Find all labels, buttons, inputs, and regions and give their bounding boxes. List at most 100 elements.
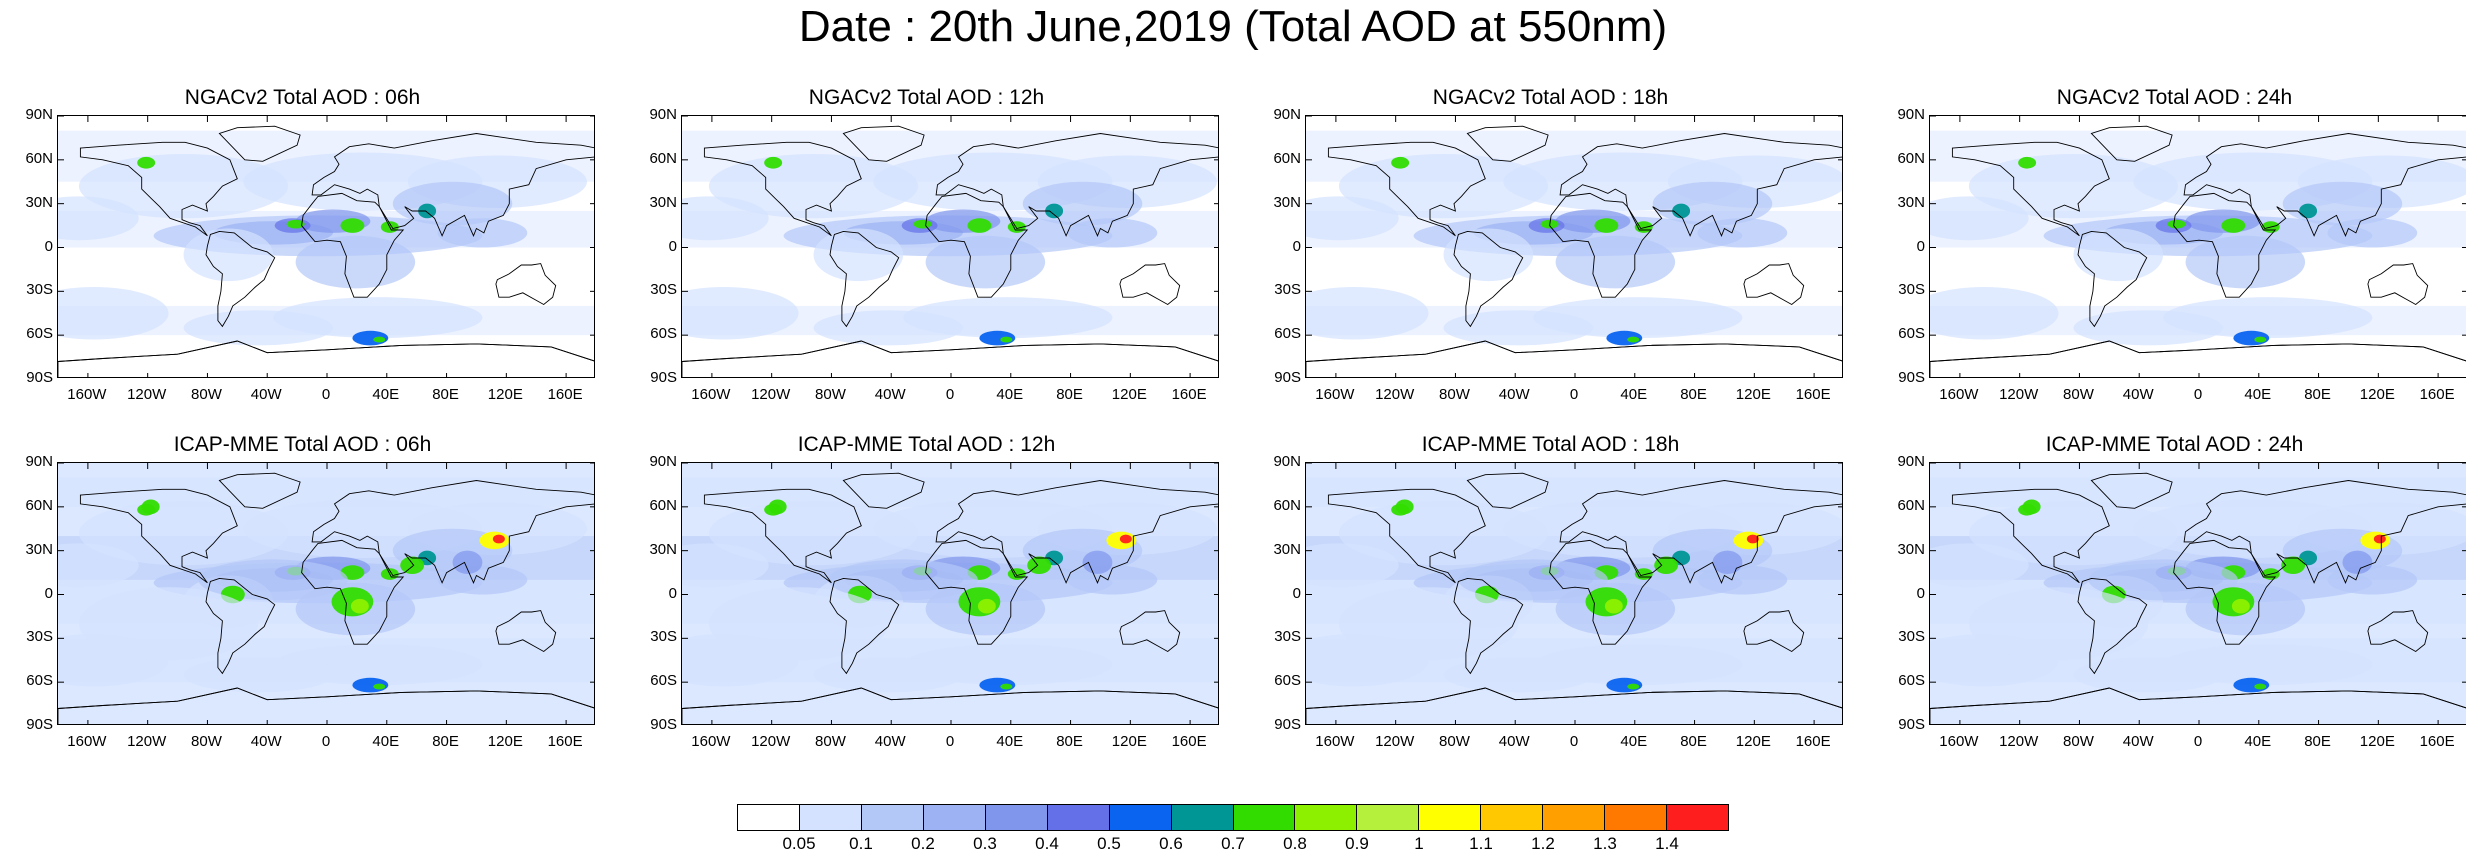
aod-map (1305, 115, 1843, 378)
longitude-tick-label: 40W (2122, 386, 2154, 403)
latitude-tick-label: 0 (44, 584, 53, 602)
map-panel: ICAP-MME Total AOD : 12h 90N 60N 30N 0 30S 60S… (634, 433, 1219, 750)
longitude-tick-label: 0 (2193, 386, 2203, 403)
colorbar-tick-label: 0.1 (849, 834, 873, 853)
latitude-tick-label: 60N (1273, 149, 1301, 167)
latitude-tick-label: 30N (1273, 193, 1301, 211)
colorbar-tick-label: 1.3 (1593, 834, 1617, 853)
longitude-tick-label: 120E (2359, 733, 2395, 750)
longitude-tick-label: 120E (2359, 386, 2395, 403)
colorbar-swatch (1419, 805, 1482, 830)
longitude-tick-label: 80E (2304, 733, 2331, 750)
latitude-tick-label: 90S (26, 369, 53, 386)
colorbar-tick-label: 0.9 (1345, 834, 1369, 853)
colorbar-swatch (1109, 805, 1172, 830)
longitude-tick-label: 80E (1056, 733, 1083, 750)
latitude-tick-label: 0 (1916, 237, 1925, 255)
latitude-tick-label: 60N (25, 496, 53, 514)
longitude-tick-label: 80E (1056, 386, 1083, 403)
latitude-tick-label: 30N (1897, 540, 1925, 558)
longitude-tick-label: 160W (67, 386, 107, 403)
longitude-tick-label: 40E (996, 733, 1024, 750)
colorbar-tick-label: 0.4 (1035, 834, 1059, 853)
panel-title: NGACv2 Total AOD : 12h (808, 86, 1045, 109)
longitude-tick-label: 80W (815, 386, 846, 403)
latitude-tick-label: 90S (26, 716, 53, 733)
colorbar-tick-label: 1.1 (1469, 834, 1493, 853)
latitude-tick-label: 60N (25, 149, 53, 167)
longitude-tick-label: 40E (2244, 733, 2272, 750)
latitude-tick-label: 0 (668, 584, 677, 602)
longitude-tick-label: 40W (1498, 386, 1530, 403)
longitude-tick-label: 160W (1939, 386, 1979, 403)
map-panel: NGACv2 Total AOD : 12h 90N 60N 30N 0 30S 60S 90… (634, 86, 1219, 403)
latitude-tick-label: 90S (1274, 716, 1301, 733)
latitude-tick-label: 60N (1897, 149, 1925, 167)
latitude-tick-label: 60S (1274, 325, 1301, 343)
longitude-tick-label: 40E (1620, 733, 1648, 750)
longitude-tick-label: 80W (1439, 733, 1470, 750)
latitude-tick-label: 0 (1292, 584, 1301, 602)
longitude-tick-label: 0 (321, 386, 331, 403)
colorbar-tick-label: 1 (1414, 834, 1424, 853)
longitude-tick-label: 120E (1111, 733, 1147, 750)
longitude-tick-label: 80W (191, 386, 222, 403)
latitude-tick-label: 90S (1274, 369, 1301, 386)
longitude-tick-label: 120E (487, 733, 523, 750)
latitude-tick-label: 90N (25, 106, 53, 123)
longitude-tick-label: 40E (2244, 386, 2272, 403)
aod-map (681, 115, 1219, 378)
latitude-tick-label: 60S (1898, 325, 1925, 343)
map-panel: NGACv2 Total AOD : 06h 90N 60N 30N 0 30S 60S 90… (10, 86, 595, 403)
latitude-tick-label: 90N (25, 453, 53, 470)
colorbar-swatch (1481, 805, 1544, 830)
longitude-tick-label: 160W (67, 733, 107, 750)
latitude-tick-label: 90S (1898, 369, 1925, 386)
longitude-tick-label: 0 (945, 386, 955, 403)
longitude-tick-label: 120W (1999, 733, 2039, 750)
latitude-tick-label: 30S (650, 628, 677, 646)
longitude-tick-label: 0 (321, 733, 331, 750)
longitude-tick-label: 160E (547, 733, 583, 750)
colorbar-swatch (1667, 805, 1728, 830)
longitude-tick-label: 160E (1795, 386, 1831, 403)
panel-title: ICAP-MME Total AOD : 18h (1421, 433, 1680, 456)
longitude-tick-label: 40W (874, 733, 906, 750)
longitude-tick-label: 40W (250, 733, 282, 750)
longitude-tick-label: 0 (1569, 733, 1579, 750)
latitude-tick-label: 60N (1273, 496, 1301, 514)
latitude-tick-label: 30N (25, 540, 53, 558)
latitude-tick-label: 30S (1898, 628, 1925, 646)
colorbar-swatch (1047, 805, 1110, 830)
colorbar-swatch (738, 805, 800, 830)
latitude-tick-label: 90N (1897, 453, 1925, 470)
latitude-tick-label: 90S (650, 716, 677, 733)
latitude-tick-label: 60S (1898, 672, 1925, 690)
longitude-tick-label: 120W (751, 733, 791, 750)
colorbar-tick-label: 0.7 (1221, 834, 1245, 853)
longitude-tick-label: 160E (2419, 733, 2455, 750)
longitude-tick-label: 40W (250, 386, 282, 403)
colorbar-swatch (861, 805, 924, 830)
latitude-tick-label: 30N (649, 540, 677, 558)
longitude-tick-label: 80E (432, 733, 459, 750)
colorbar-swatch (1233, 805, 1296, 830)
latitude-tick-label: 30S (1898, 281, 1925, 299)
longitude-tick-label: 80W (1439, 386, 1470, 403)
latitude-tick-label: 90N (1273, 106, 1301, 123)
longitude-tick-label: 80E (1680, 733, 1707, 750)
colorbar-swatch (799, 805, 862, 830)
longitude-tick-label: 120W (1375, 386, 1415, 403)
longitude-tick-label: 160W (1315, 386, 1355, 403)
longitude-tick-label: 80W (2063, 733, 2094, 750)
aod-map (681, 462, 1219, 725)
latitude-tick-label: 30S (26, 281, 53, 299)
colorbar-swatch (1543, 805, 1606, 830)
latitude-tick-label: 90N (1273, 453, 1301, 470)
colorbar-swatch (985, 805, 1048, 830)
latitude-tick-label: 30S (650, 281, 677, 299)
longitude-tick-label: 120W (1375, 733, 1415, 750)
latitude-tick-label: 60N (649, 496, 677, 514)
colorbar-tick-label: 0.5 (1097, 834, 1121, 853)
longitude-tick-label: 120W (1999, 386, 2039, 403)
